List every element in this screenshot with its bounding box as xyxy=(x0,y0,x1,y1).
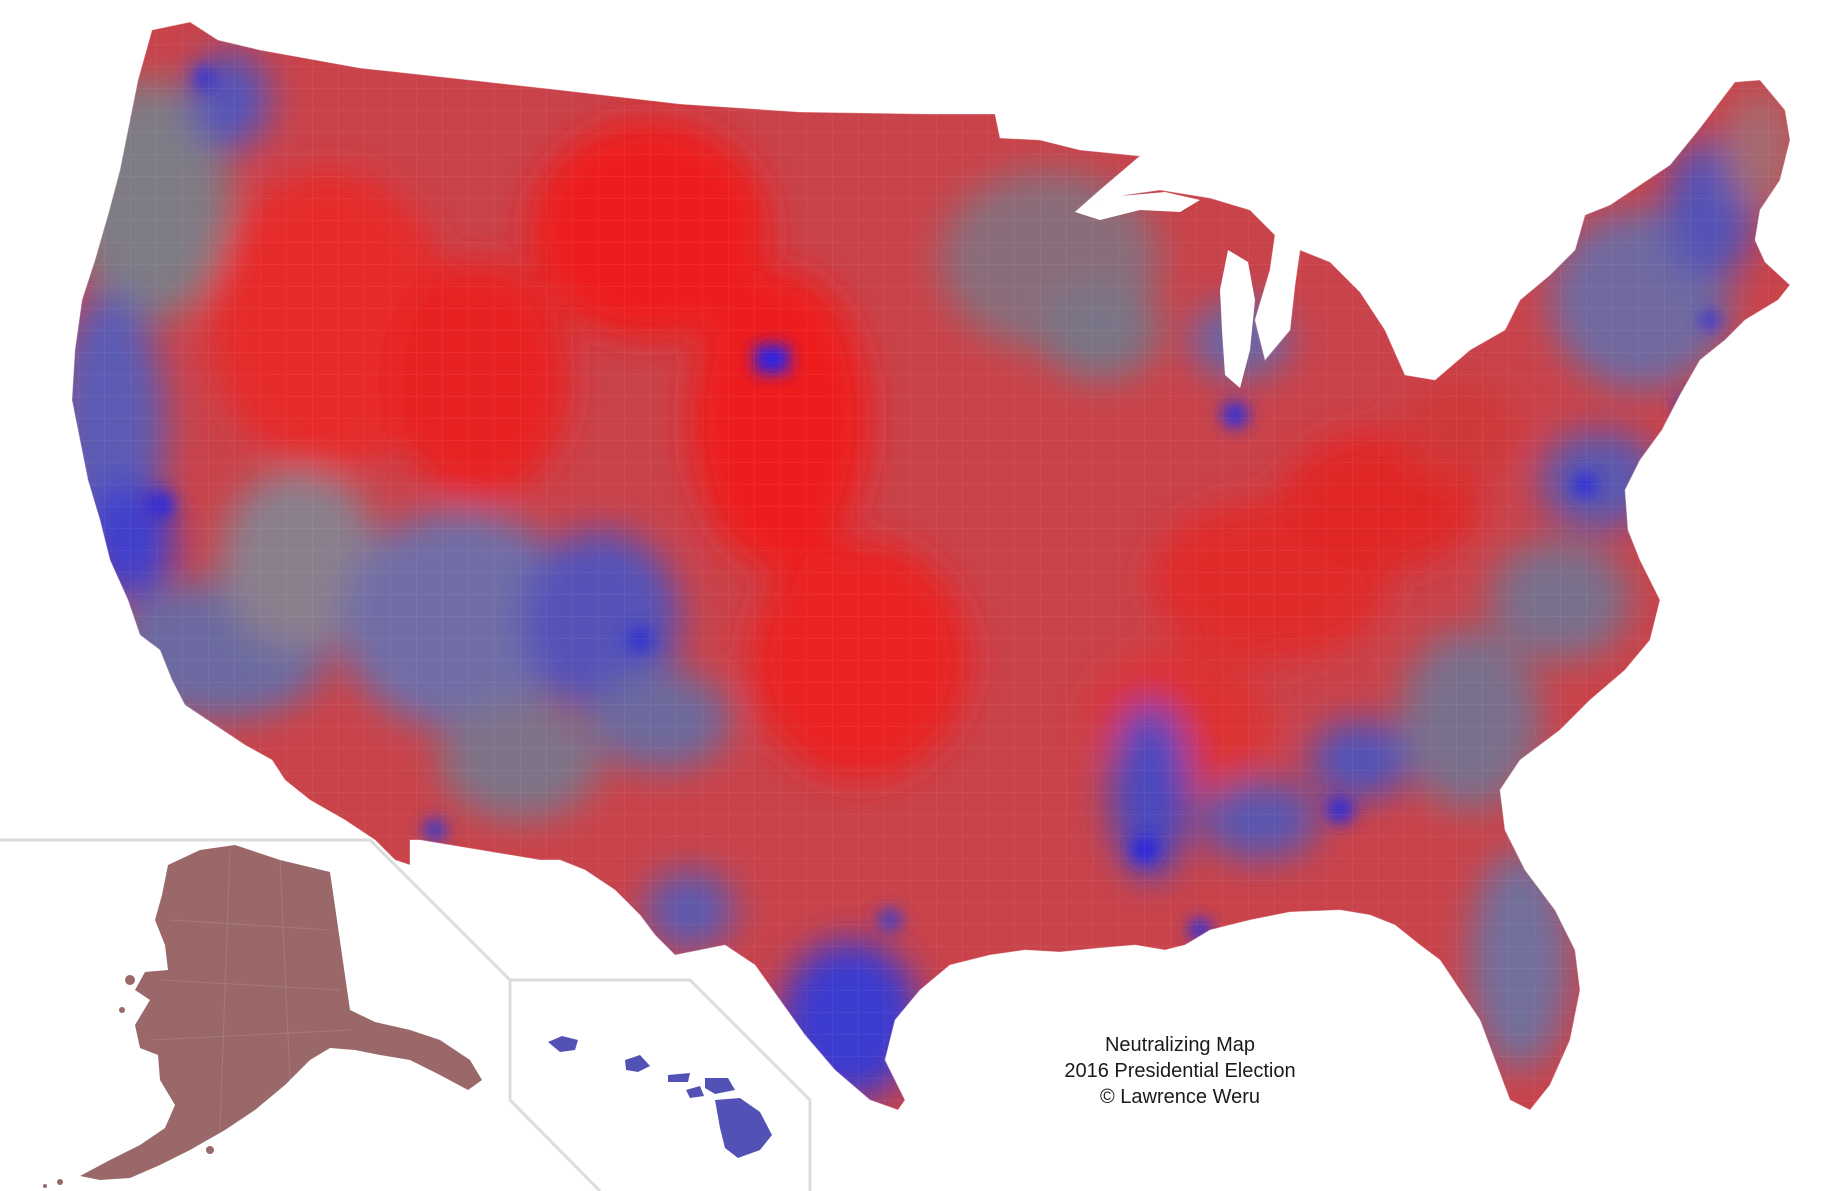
great-lakes xyxy=(1075,192,1255,388)
map-caption: Neutralizing Map 2016 Presidential Elect… xyxy=(1040,1032,1320,1110)
map-credit: © Lawrence Weru xyxy=(1100,1086,1260,1108)
map-title: Neutralizing Map xyxy=(1104,1034,1256,1056)
map-subtitle: 2016 Presidential Election xyxy=(1064,1060,1296,1082)
alaska xyxy=(43,845,482,1188)
inset-borders xyxy=(0,838,812,1191)
hawaii xyxy=(548,1036,772,1158)
